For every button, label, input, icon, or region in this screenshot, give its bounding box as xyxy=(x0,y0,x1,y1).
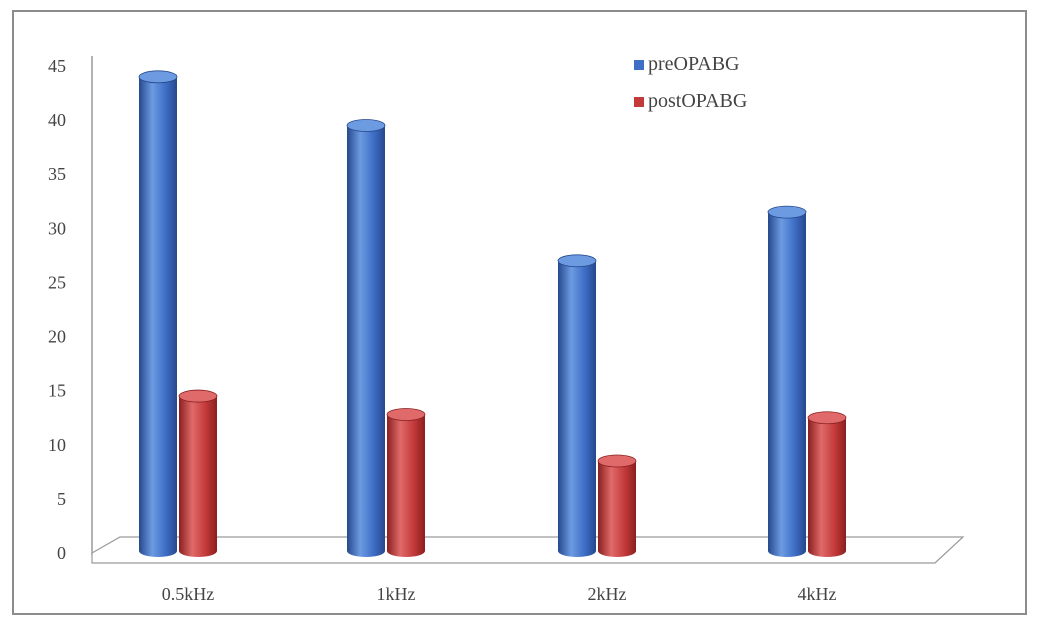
bar-top xyxy=(138,70,178,84)
x-tick-label: 4kHz xyxy=(798,584,837,604)
bar-postOPABG-0.5kHz xyxy=(178,389,218,557)
bar-preOPABG-1kHz xyxy=(346,119,386,558)
chart-floor xyxy=(91,536,965,564)
bar-body xyxy=(768,212,806,557)
x-tick-label: 2kHz xyxy=(588,584,627,604)
y-tick-label: 20 xyxy=(48,327,66,347)
bar-body xyxy=(387,414,425,557)
bar-top xyxy=(557,254,597,268)
legend-swatch xyxy=(634,60,644,70)
x-axis-ticks: 0.5kHz 1kHz 2kHz 4kHz xyxy=(162,584,837,604)
legend-item: postOPABG xyxy=(634,90,747,112)
bar-body xyxy=(598,461,636,557)
bar-body xyxy=(347,125,385,558)
bar-top xyxy=(346,119,386,132)
bar-postOPABG-1kHz xyxy=(386,408,426,557)
y-tick-label: 45 xyxy=(48,56,66,76)
bar-preOPABG-4kHz xyxy=(767,205,807,557)
y-tick-label: 35 xyxy=(48,164,66,184)
y-tick-label: 30 xyxy=(48,218,66,238)
bar-body xyxy=(179,396,217,557)
bar-top xyxy=(386,408,426,421)
y-tick-label: 5 xyxy=(57,489,66,509)
bar-top xyxy=(767,205,807,219)
legend-label: postOPABG xyxy=(648,90,747,112)
chart-legend: preOPABG postOPABG xyxy=(634,53,747,112)
bar-preOPABG-0.5kHz xyxy=(138,70,178,557)
x-tick-label: 1kHz xyxy=(377,584,416,604)
legend-label: preOPABG xyxy=(648,53,740,75)
y-tick-label: 10 xyxy=(48,435,66,455)
chart-bars xyxy=(138,70,847,558)
y-tick-label: 15 xyxy=(48,381,66,401)
bar-preOPABG-2kHz xyxy=(557,254,597,557)
bar-body xyxy=(808,417,846,557)
bar-top xyxy=(807,411,847,425)
chart-axes xyxy=(91,56,965,564)
bar-body xyxy=(558,260,596,557)
legend-swatch xyxy=(634,97,644,107)
bar-top xyxy=(597,454,637,468)
legend-item: preOPABG xyxy=(634,53,740,75)
bar-postOPABG-2kHz xyxy=(597,454,637,557)
x-tick-label: 0.5kHz xyxy=(162,584,215,604)
y-tick-label: 40 xyxy=(48,110,66,130)
y-tick-label: 0 xyxy=(57,543,66,563)
y-tick-label: 25 xyxy=(48,272,66,292)
bar-postOPABG-4kHz xyxy=(807,411,847,557)
bar-body xyxy=(139,76,177,557)
y-axis-ticks: 0 5 10 15 20 25 30 35 40 45 xyxy=(48,56,66,563)
bar-top xyxy=(178,389,218,403)
